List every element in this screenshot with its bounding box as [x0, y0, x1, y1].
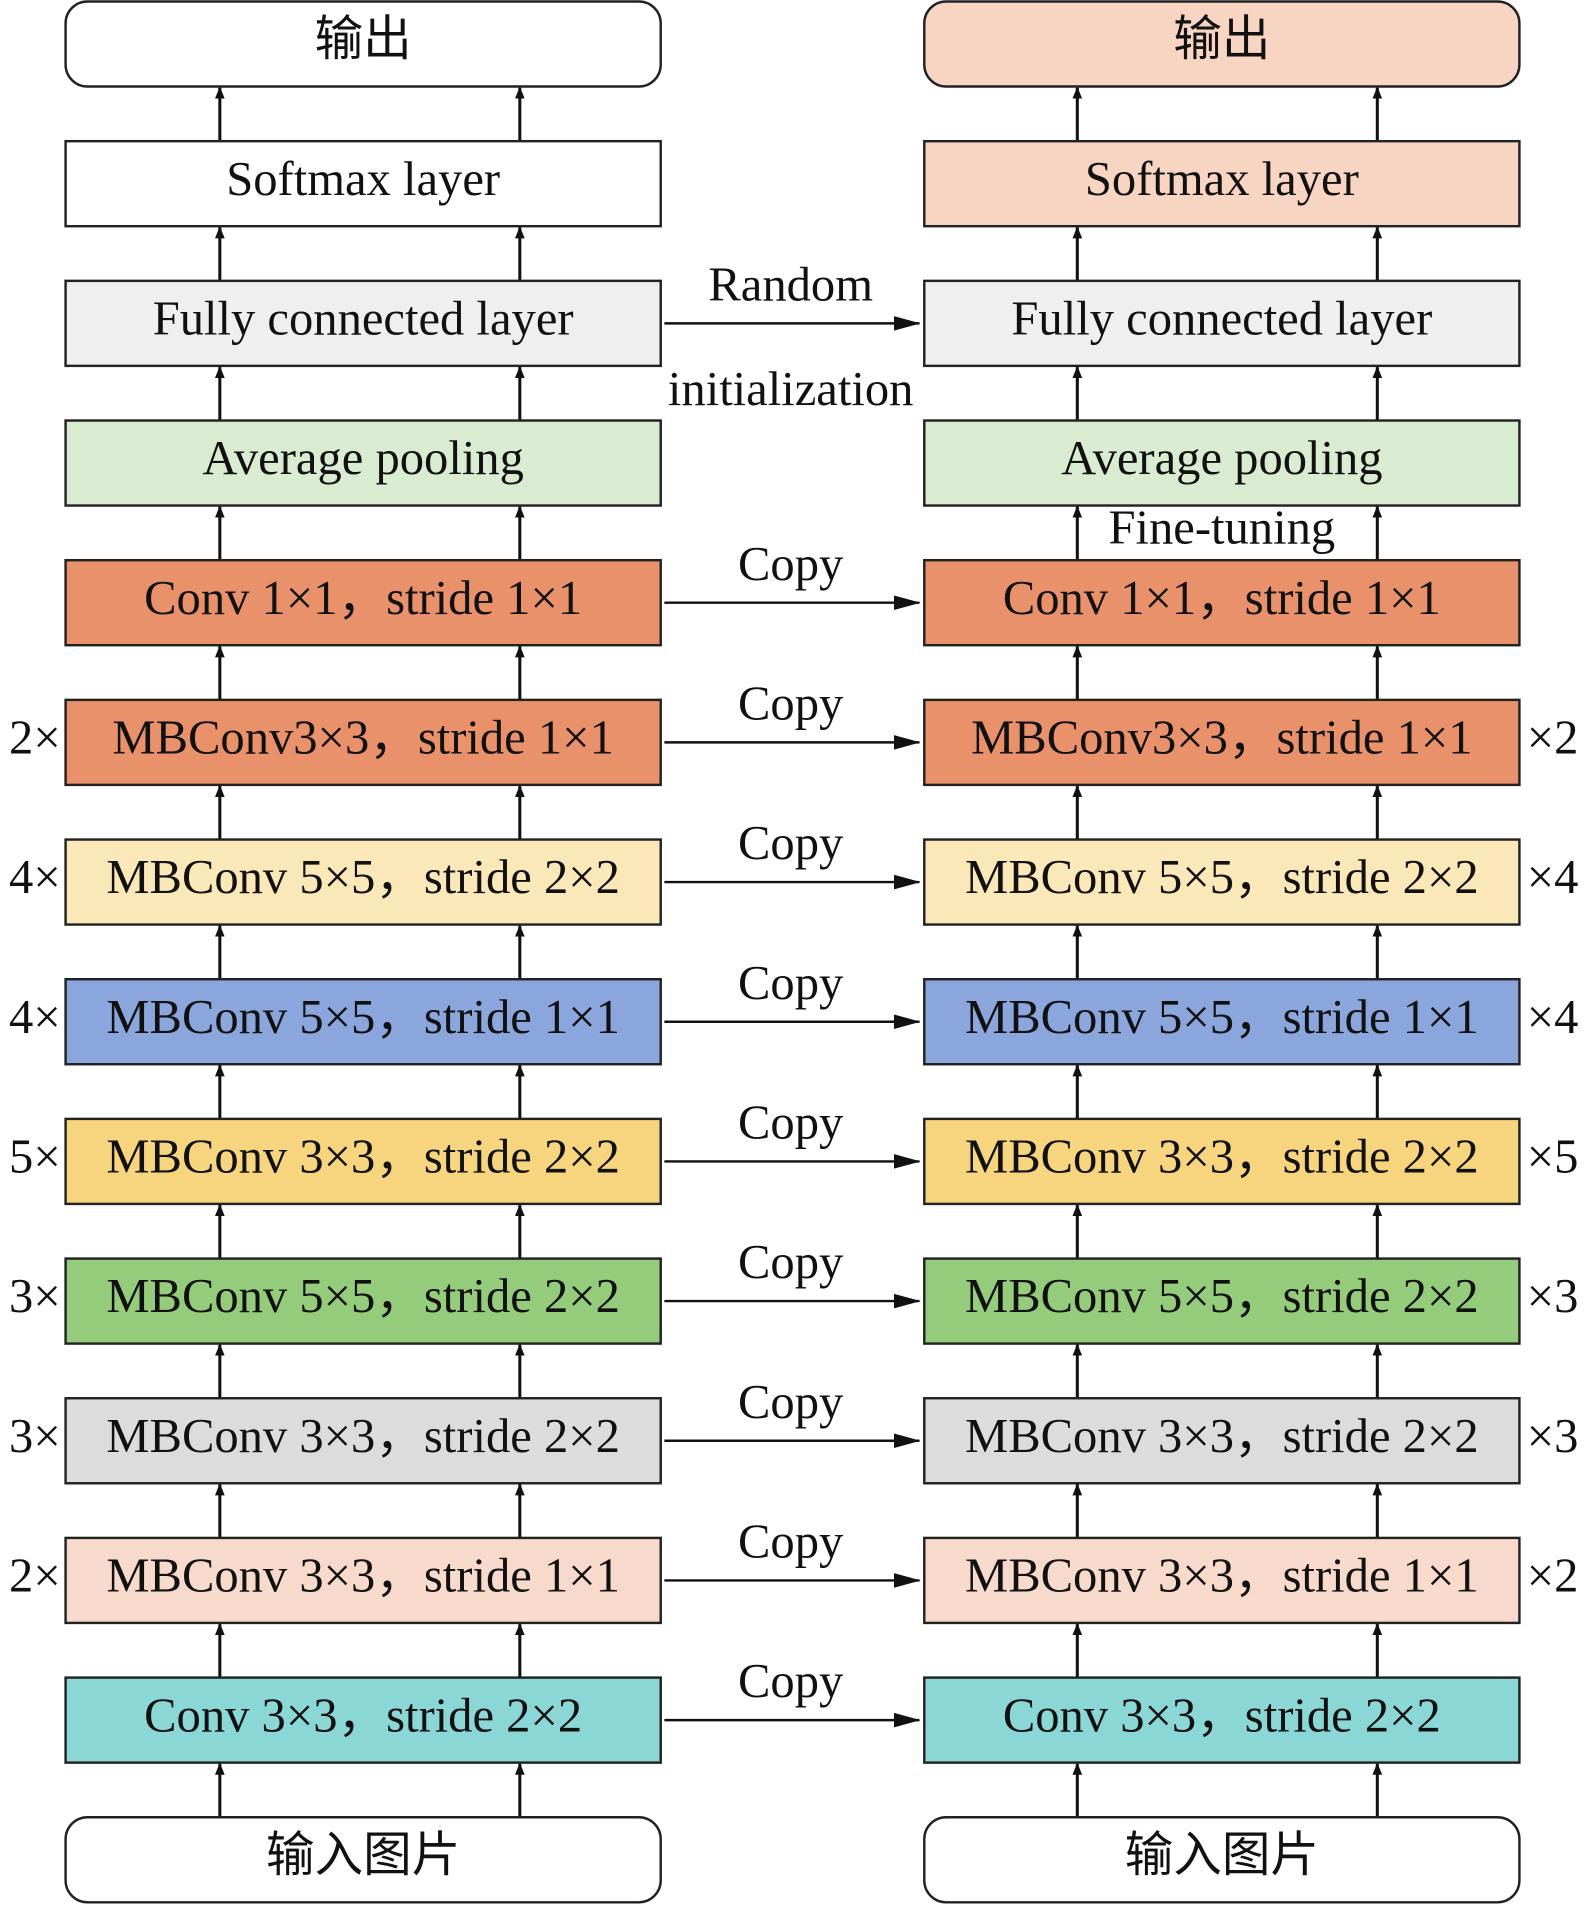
link-label: Copy	[738, 816, 844, 870]
layer-box	[64, 1676, 662, 1764]
layer-label: Softmax layer	[1085, 152, 1359, 206]
repeat-label: ×4	[1527, 990, 1579, 1044]
repeat-label: 2×	[9, 711, 61, 765]
layer-box	[923, 0, 1521, 88]
layer-label: 输出	[1173, 12, 1270, 66]
link-label: Copy	[738, 956, 844, 1010]
link-label: Copy	[738, 1375, 844, 1429]
layer-label: MBConv3×3，stride 1×1	[971, 711, 1472, 765]
layer-box	[64, 0, 662, 88]
layer-box	[923, 698, 1521, 787]
layer-label: Average pooling	[1061, 431, 1383, 485]
layer-box	[923, 139, 1521, 228]
layer-label: 输入图片	[266, 1828, 460, 1882]
link-label: Copy	[738, 1235, 844, 1289]
link-label: Copy	[738, 1654, 844, 1708]
layer-box	[64, 1816, 662, 1904]
layer-label: Average pooling	[202, 431, 524, 485]
link-label: Copy	[738, 1096, 844, 1150]
layer-label: Fully connected layer	[1011, 292, 1432, 346]
layer-label: MBConv 5×5，stride 2×2	[965, 1269, 1479, 1323]
link-label: Copy	[738, 677, 844, 731]
layer-box	[64, 558, 662, 647]
layer-label: Conv 1×1，stride 1×1	[1003, 571, 1441, 625]
layer-label: Fully connected layer	[153, 292, 574, 346]
layer-box	[923, 838, 1521, 926]
layer-label: 输入图片	[1125, 1828, 1319, 1882]
layer-box	[64, 1536, 662, 1625]
repeat-label: ×3	[1527, 1269, 1579, 1323]
layer-box	[64, 139, 662, 228]
layer-label: 输出	[315, 12, 412, 66]
layer-label: MBConv 3×3，stride 2×2	[965, 1130, 1479, 1184]
repeat-label: 3×	[9, 1269, 61, 1323]
layer-label: Conv 3×3，stride 2×2	[1003, 1688, 1441, 1742]
layer-box	[923, 1397, 1521, 1485]
layer-box	[923, 419, 1521, 507]
layer-label: MBConv 3×3，stride 2×2	[106, 1409, 620, 1463]
fine-tuning-label: Fine-tuning	[1108, 500, 1335, 554]
layer-box	[923, 1257, 1521, 1345]
link-label: Copy	[738, 537, 844, 591]
repeat-label: ×4	[1527, 850, 1579, 904]
repeat-label: ×2	[1527, 1549, 1579, 1603]
link-label: Copy	[738, 1515, 844, 1569]
repeat-label: 4×	[9, 850, 61, 904]
layer-label: MBConv 3×3，stride 2×2	[965, 1409, 1479, 1463]
layer-label: Softmax layer	[226, 152, 500, 206]
layer-label: MBConv 3×3，stride 1×1	[106, 1549, 620, 1603]
layer-label: Conv 1×1，stride 1×1	[144, 571, 582, 625]
repeat-label: 5×	[9, 1130, 61, 1184]
layer-box	[64, 1117, 662, 1206]
link-label: Random	[708, 258, 873, 312]
layer-label: MBConv3×3，stride 1×1	[112, 711, 613, 765]
layer-label: MBConv 5×5，stride 1×1	[106, 990, 620, 1044]
layer-box	[923, 1676, 1521, 1764]
layer-box	[64, 279, 662, 368]
layer-label: MBConv 5×5，stride 2×2	[106, 1269, 620, 1323]
layer-box	[923, 1117, 1521, 1206]
layer-label: MBConv 3×3，stride 2×2	[106, 1130, 620, 1184]
layer-box	[64, 698, 662, 787]
layer-label: MBConv 3×3，stride 1×1	[965, 1549, 1479, 1603]
layer-label: MBConv 5×5，stride 2×2	[965, 850, 1479, 904]
layer-box	[64, 978, 662, 1066]
layer-label: MBConv 5×5，stride 1×1	[965, 990, 1479, 1044]
layer-label: Conv 3×3，stride 2×2	[144, 1688, 582, 1742]
layer-box	[923, 558, 1521, 647]
link-label: initialization	[668, 362, 914, 416]
layer-box	[923, 279, 1521, 368]
layer-label: MBConv 5×5，stride 2×2	[106, 850, 620, 904]
layer-box	[64, 1257, 662, 1345]
layer-box	[923, 1536, 1521, 1625]
repeat-label: 3×	[9, 1409, 61, 1463]
layer-box	[923, 1816, 1521, 1904]
layer-box	[923, 978, 1521, 1066]
repeat-label: 4×	[9, 990, 61, 1044]
repeat-label: ×5	[1527, 1130, 1579, 1184]
layer-box	[64, 419, 662, 507]
layer-box	[64, 838, 662, 926]
repeat-label: ×2	[1527, 711, 1579, 765]
repeat-label: 2×	[9, 1549, 61, 1603]
repeat-label: ×3	[1527, 1409, 1579, 1463]
layer-box	[64, 1397, 662, 1485]
